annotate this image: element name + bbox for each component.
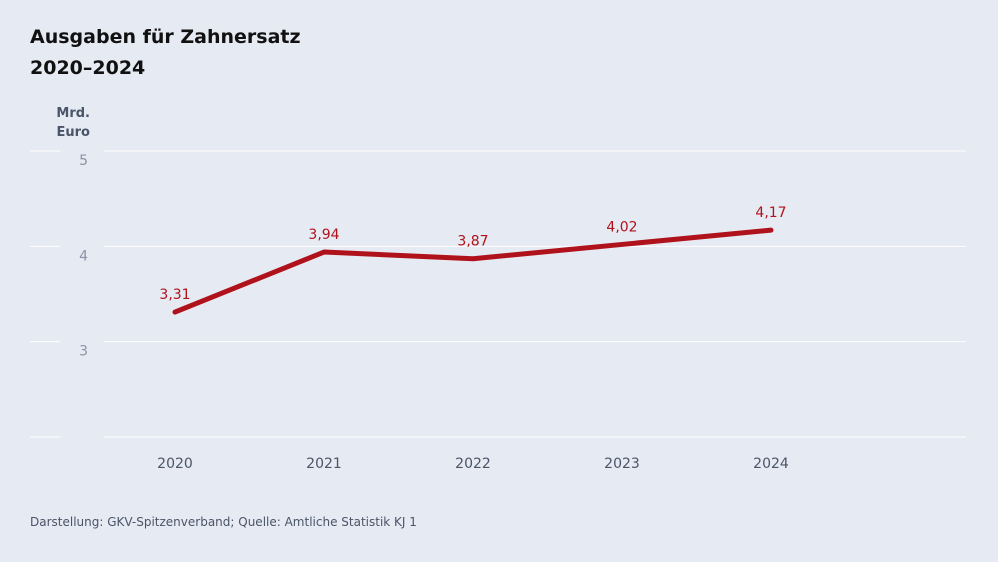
x-tick-label: 2023 (604, 456, 640, 472)
data-label: 4,02 (606, 219, 637, 235)
x-tick-label: 2021 (306, 456, 342, 472)
data-label: 4,17 (755, 205, 786, 221)
y-tick-label: 5 (79, 153, 88, 169)
x-tick-label: 2022 (455, 456, 491, 472)
y-axis-label: Mrd. Euro (56, 106, 90, 140)
line (172, 227, 774, 315)
y-tick-label: 3 (79, 344, 88, 360)
chart-title: Ausgaben für Zahnersatz (30, 26, 301, 48)
x-tick-label: 2024 (753, 456, 789, 472)
data-label: 3,31 (159, 287, 190, 303)
chart-subtitle: 2020–2024 (30, 57, 146, 79)
data-label: 3,87 (457, 234, 488, 250)
data-label: 3,94 (308, 227, 339, 243)
y-tick-label: 4 (79, 248, 88, 264)
x-tick-label: 2020 (157, 456, 193, 472)
source: Darstellung: GKV-Spitzenverband; Quelle:… (30, 515, 417, 529)
